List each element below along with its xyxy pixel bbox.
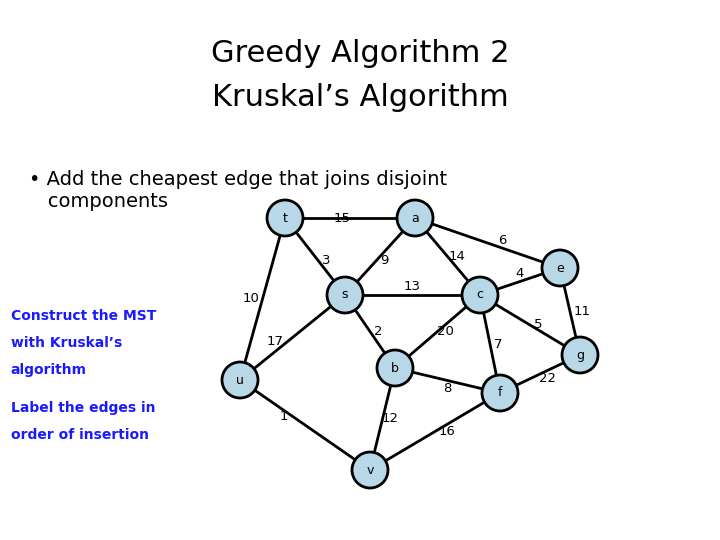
Text: u: u: [236, 374, 244, 387]
Text: 20: 20: [437, 325, 454, 338]
Text: 7: 7: [494, 338, 503, 350]
Text: order of insertion: order of insertion: [11, 428, 149, 442]
Text: 16: 16: [438, 425, 456, 438]
Text: Greedy Algorithm 2: Greedy Algorithm 2: [211, 39, 509, 69]
Text: s: s: [342, 288, 348, 301]
Text: 5: 5: [534, 319, 542, 332]
Text: 15: 15: [333, 212, 351, 225]
Circle shape: [482, 375, 518, 411]
Text: 12: 12: [382, 413, 399, 426]
Text: t: t: [282, 212, 287, 225]
Text: Construct the MST: Construct the MST: [11, 309, 156, 323]
Text: algorithm: algorithm: [11, 363, 87, 377]
Text: 10: 10: [242, 293, 259, 306]
Circle shape: [542, 250, 578, 286]
Text: Kruskal’s Algorithm: Kruskal’s Algorithm: [212, 83, 508, 112]
Text: Label the edges in: Label the edges in: [11, 401, 156, 415]
Text: 17: 17: [266, 335, 284, 348]
Text: a: a: [411, 212, 419, 225]
Text: 14: 14: [449, 250, 466, 263]
Text: v: v: [366, 463, 374, 476]
Text: 2: 2: [374, 325, 382, 338]
Text: 6: 6: [498, 233, 506, 246]
Text: 13: 13: [404, 280, 421, 294]
Text: f: f: [498, 387, 503, 400]
Circle shape: [222, 362, 258, 398]
Text: 3: 3: [322, 254, 330, 267]
Circle shape: [327, 277, 363, 313]
Circle shape: [462, 277, 498, 313]
Circle shape: [267, 200, 303, 236]
Text: 8: 8: [444, 382, 451, 395]
Text: b: b: [391, 361, 399, 375]
Text: 4: 4: [516, 267, 524, 280]
Text: g: g: [576, 348, 584, 361]
Circle shape: [352, 452, 388, 488]
Text: 9: 9: [380, 254, 389, 267]
Text: • Add the cheapest edge that joins disjoint
   components: • Add the cheapest edge that joins disjo…: [29, 170, 447, 211]
Text: 11: 11: [574, 305, 590, 318]
Text: c: c: [477, 288, 484, 301]
Text: 1: 1: [280, 409, 288, 422]
Text: 22: 22: [539, 372, 557, 384]
Circle shape: [397, 200, 433, 236]
Text: e: e: [556, 261, 564, 274]
Text: with Kruskal’s: with Kruskal’s: [11, 336, 122, 350]
Circle shape: [562, 337, 598, 373]
Circle shape: [377, 350, 413, 386]
